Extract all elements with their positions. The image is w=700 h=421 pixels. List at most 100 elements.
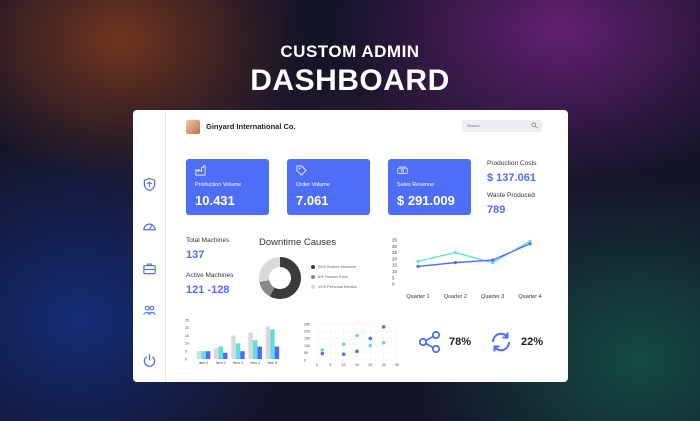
bar — [235, 343, 241, 359]
scatter-chart: 250 200 150 100 50 0 0 5 10 15 20 25 30 — [304, 322, 399, 367]
company-name: Ginyard International Co. — [206, 122, 296, 131]
waste-value: 789 — [487, 204, 506, 216]
y-tick-label: 15 — [392, 263, 398, 268]
downtime-donut-chart — [259, 257, 301, 299]
scatter-point — [341, 352, 346, 357]
y-tick-label: 10 — [185, 342, 189, 346]
bar — [248, 332, 253, 359]
line-point — [491, 258, 495, 262]
y-tick-label: 250 — [304, 322, 310, 326]
y-tick-label: 20 — [392, 256, 398, 261]
scatter-point — [341, 342, 346, 346]
card-order-volume[interactable]: Order Volume 7.061 — [287, 159, 370, 215]
card-value: $ 291.009 — [397, 193, 455, 208]
x-tick-label: Item 2 — [216, 361, 226, 365]
tag-icon — [296, 165, 307, 176]
legend-dot — [311, 274, 315, 279]
refresh-icon[interactable] — [489, 330, 513, 354]
line-point — [528, 242, 532, 246]
users-icon[interactable] — [142, 303, 157, 318]
x-tick-label: Item 3 — [233, 361, 243, 365]
y-tick-label: 25 — [392, 250, 398, 255]
shield-icon[interactable] — [142, 177, 157, 192]
x-tick-label: Quarter 3 — [481, 294, 504, 300]
donut-slice — [269, 257, 301, 299]
search-placeholder: Search — [467, 123, 480, 128]
power-icon[interactable] — [142, 353, 157, 368]
x-tick-label: 30 — [395, 363, 399, 367]
bar — [274, 346, 280, 359]
line-point — [453, 250, 457, 255]
scatter-point — [355, 349, 359, 354]
bar — [265, 326, 271, 359]
y-tick-label: 0 — [304, 358, 306, 362]
factory-icon — [195, 165, 206, 176]
y-tick-label: 0 — [392, 282, 395, 287]
x-tick-label: Quarter 1 — [406, 294, 429, 300]
line-point — [491, 261, 495, 265]
waste-label: Waste Produced — [487, 192, 535, 199]
scatter-point — [381, 325, 386, 329]
scatter-point — [320, 351, 325, 356]
x-tick-label: 0 — [316, 363, 318, 367]
x-tick-label: Quarter 2 — [444, 294, 467, 300]
search-input[interactable]: Search — [462, 120, 542, 132]
legend-label: 6% Human Error — [318, 274, 348, 279]
total-machines-label: Total Machines — [186, 237, 230, 244]
line-point — [416, 264, 420, 268]
x-tick-label: Quarter 4 — [518, 294, 541, 300]
x-tick-label: 5 — [329, 363, 331, 367]
legend-item: 12% Personal Breaks — [311, 284, 356, 289]
x-tick-label: 10 — [342, 363, 346, 367]
card-production-volume[interactable]: Production Volume 10.431 — [186, 159, 269, 215]
headline-main: DASHBOARD — [250, 64, 450, 97]
y-tick-label: 200 — [304, 330, 310, 334]
sidebar — [133, 110, 166, 382]
x-tick-label: Item 1 — [199, 361, 209, 365]
items-bar-chart: 25 20 15 10 5 0 Item 1 Item 2 Item 3 Item 4 Item 5 — [185, 318, 280, 365]
line-point — [416, 259, 420, 263]
bar — [196, 351, 202, 359]
legend-label: 12% Personal Breaks — [318, 284, 357, 289]
scatter-point — [368, 336, 373, 341]
bar — [257, 346, 262, 359]
card-label: Sales Revenue — [397, 182, 435, 188]
briefcase-icon[interactable] — [142, 261, 157, 276]
line-point — [453, 261, 457, 265]
y-tick-label: 20 — [185, 326, 189, 330]
avatar[interactable] — [186, 120, 200, 134]
y-tick-label: 5 — [392, 275, 395, 280]
line-point — [528, 239, 532, 243]
line-series — [417, 243, 531, 268]
speedometer-icon[interactable] — [142, 219, 157, 234]
card-sales-revenue[interactable]: Sales Revenue $ 291.009 — [388, 159, 471, 215]
production-costs-value: $ 137.061 — [487, 172, 536, 184]
y-tick-label: 50 — [304, 351, 308, 355]
y-tick-label: 35 — [392, 238, 398, 243]
y-tick-label: 100 — [304, 344, 310, 348]
share-value: 78% — [449, 336, 472, 348]
scatter-point — [355, 333, 359, 338]
legend-label: 25% Broken Machine — [318, 264, 357, 269]
donut-slice — [259, 257, 280, 282]
share-icon[interactable] — [418, 330, 442, 354]
card-value: 10.431 — [195, 193, 235, 208]
y-tick-label: 150 — [304, 337, 310, 341]
bar — [240, 351, 245, 359]
y-tick-label: 5 — [185, 350, 187, 354]
bar — [205, 351, 211, 359]
cycle-value: 22% — [521, 336, 544, 348]
bar — [252, 340, 258, 359]
search-icon[interactable] — [531, 122, 538, 129]
scatter-point — [381, 340, 386, 345]
downtime-title: Downtime Causes — [259, 237, 337, 248]
legend-dot — [311, 264, 315, 269]
x-tick-label: Item 4 — [250, 361, 260, 365]
legend-dot — [311, 284, 315, 289]
bar — [214, 348, 219, 359]
y-tick-label: 15 — [185, 334, 189, 338]
bar — [223, 352, 228, 359]
bar — [231, 335, 236, 359]
x-tick-label: 20 — [368, 363, 372, 367]
